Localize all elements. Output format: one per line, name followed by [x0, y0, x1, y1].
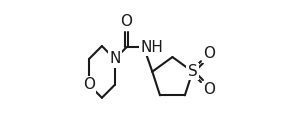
- Text: O: O: [121, 14, 133, 29]
- Text: NH: NH: [141, 40, 164, 55]
- Text: O: O: [203, 82, 215, 97]
- Text: N: N: [109, 52, 120, 67]
- Text: S: S: [188, 64, 197, 79]
- Text: O: O: [203, 47, 215, 61]
- Text: O: O: [83, 77, 95, 92]
